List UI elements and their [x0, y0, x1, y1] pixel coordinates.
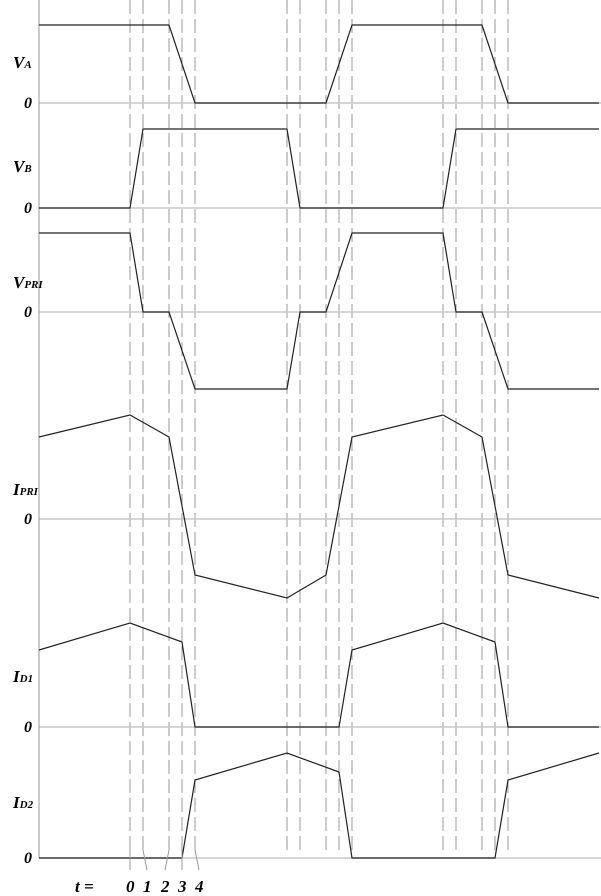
waveforms [38, 24, 600, 859]
signal-label-id2: ID2 [12, 793, 34, 812]
waveform-vpri [39, 232, 599, 390]
baselines [39, 102, 601, 859]
waveform-vb [39, 128, 599, 209]
zero-label: 0 [24, 304, 32, 321]
time-instant-label: 4 [194, 877, 204, 896]
time-markers [129, 0, 509, 850]
time-axis-label: t = [75, 877, 94, 896]
time-pointer [194, 849, 200, 871]
zero-label: 0 [24, 95, 32, 112]
zero-label: 0 [24, 511, 32, 528]
time-instant-label: 2 [160, 877, 170, 896]
zero-label: 0 [24, 719, 32, 736]
signal-labels: VA 0 VB 0 VPRI 0 IPRI 0 ID1 0 ID2 0 [12, 53, 43, 867]
zero-label: 0 [24, 200, 32, 217]
time-pointer [142, 849, 148, 871]
time-instant-label: 3 [177, 877, 187, 896]
time-instant-label: 1 [143, 877, 152, 896]
signal-label-vpri: VPRI [13, 273, 43, 292]
signal-label-id1: ID1 [12, 667, 33, 686]
signal-label-va: VA [13, 53, 32, 72]
waveform-ipri [38, 414, 600, 599]
time-instant-label: 0 [126, 877, 135, 896]
signal-label-ipri: IPRI [12, 480, 39, 499]
waveform-va [39, 24, 599, 104]
time-pointer [164, 849, 170, 871]
waveform-id1 [38, 622, 599, 728]
zero-label: 0 [24, 850, 32, 867]
time-labels: t = 0 1 2 3 4 [75, 849, 204, 896]
signal-label-vb: VB [13, 157, 32, 176]
waveform-id2 [39, 752, 600, 859]
